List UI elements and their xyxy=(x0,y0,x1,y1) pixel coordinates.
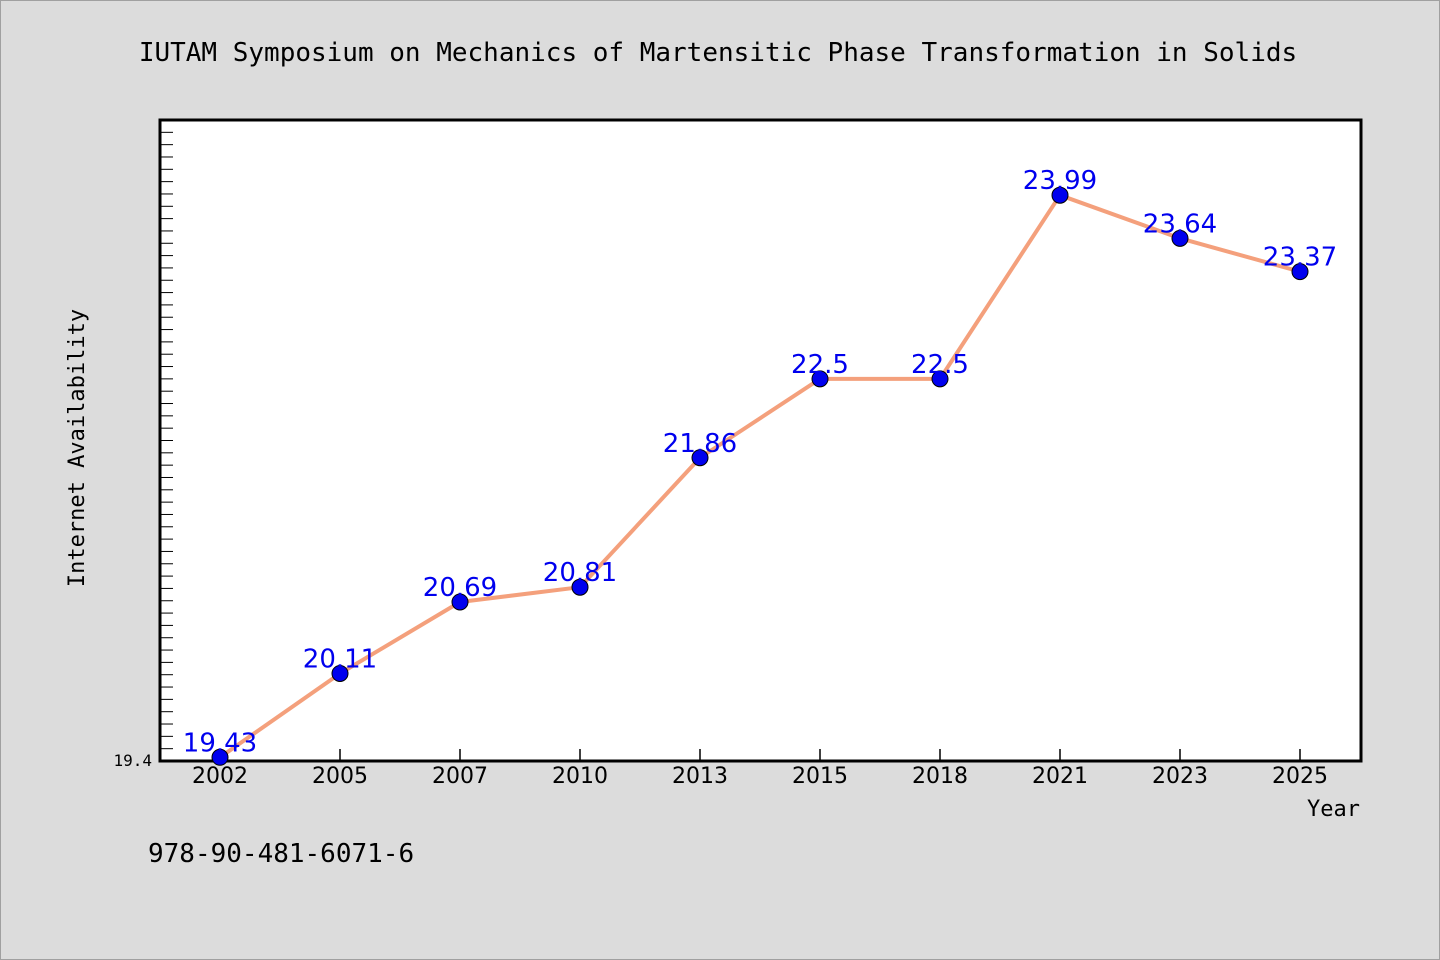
data-point xyxy=(931,370,949,388)
data-label: 21.86 xyxy=(663,429,737,459)
isbn-text: 978-90-481-6071-6 xyxy=(148,839,414,869)
x-tick-label: 2021 xyxy=(1032,764,1088,789)
data-point xyxy=(451,593,469,611)
series-markers xyxy=(211,186,1309,766)
data-point xyxy=(331,664,349,682)
x-tick-label: 2007 xyxy=(432,764,488,789)
series-line xyxy=(218,193,1301,759)
data-point xyxy=(811,370,829,388)
data-label: 20.11 xyxy=(303,644,377,674)
chart-title: IUTAM Symposium on Mechanics of Martensi… xyxy=(139,38,1297,68)
x-axis-tick-labels: 2002 2005 2007 2010 2013 2015 2018 2021 2023 2025 xyxy=(192,764,1328,789)
data-label: 23.99 xyxy=(1023,166,1097,196)
x-tick-label: 2015 xyxy=(792,764,848,789)
data-point xyxy=(211,748,229,766)
data-labels: 19.43 20.11 20.69 20.81 21.86 22.5 22.5 23.99 23… xyxy=(183,166,1337,758)
x-tick-label: 2002 xyxy=(192,764,248,789)
y-axis-ticks xyxy=(160,131,173,750)
x-axis-label: Year xyxy=(1307,797,1360,822)
data-label: 23.64 xyxy=(1143,209,1217,239)
data-label: 22.5 xyxy=(911,350,969,380)
x-tick-label: 2023 xyxy=(1152,764,1208,789)
data-point xyxy=(1291,263,1309,281)
data-label: 20.69 xyxy=(423,573,497,603)
y-axis-min-tick-label: 19.4 xyxy=(113,751,152,770)
x-tick-label: 2013 xyxy=(672,764,728,789)
x-tick-label: 2018 xyxy=(912,764,968,789)
data-point xyxy=(571,578,589,596)
data-label: 20.81 xyxy=(543,558,617,588)
plot-area xyxy=(158,118,1363,763)
x-tick-label: 2005 xyxy=(312,764,368,789)
data-label: 23.37 xyxy=(1263,243,1337,273)
data-point xyxy=(691,449,709,467)
x-tick-label: 2025 xyxy=(1272,764,1328,789)
data-point xyxy=(1171,229,1189,247)
data-label: 22.5 xyxy=(791,350,849,380)
data-point xyxy=(1051,186,1069,204)
x-tick-label: 2010 xyxy=(552,764,608,789)
y-axis-label: Internet Availability xyxy=(65,309,90,587)
data-label: 19.43 xyxy=(183,728,257,758)
